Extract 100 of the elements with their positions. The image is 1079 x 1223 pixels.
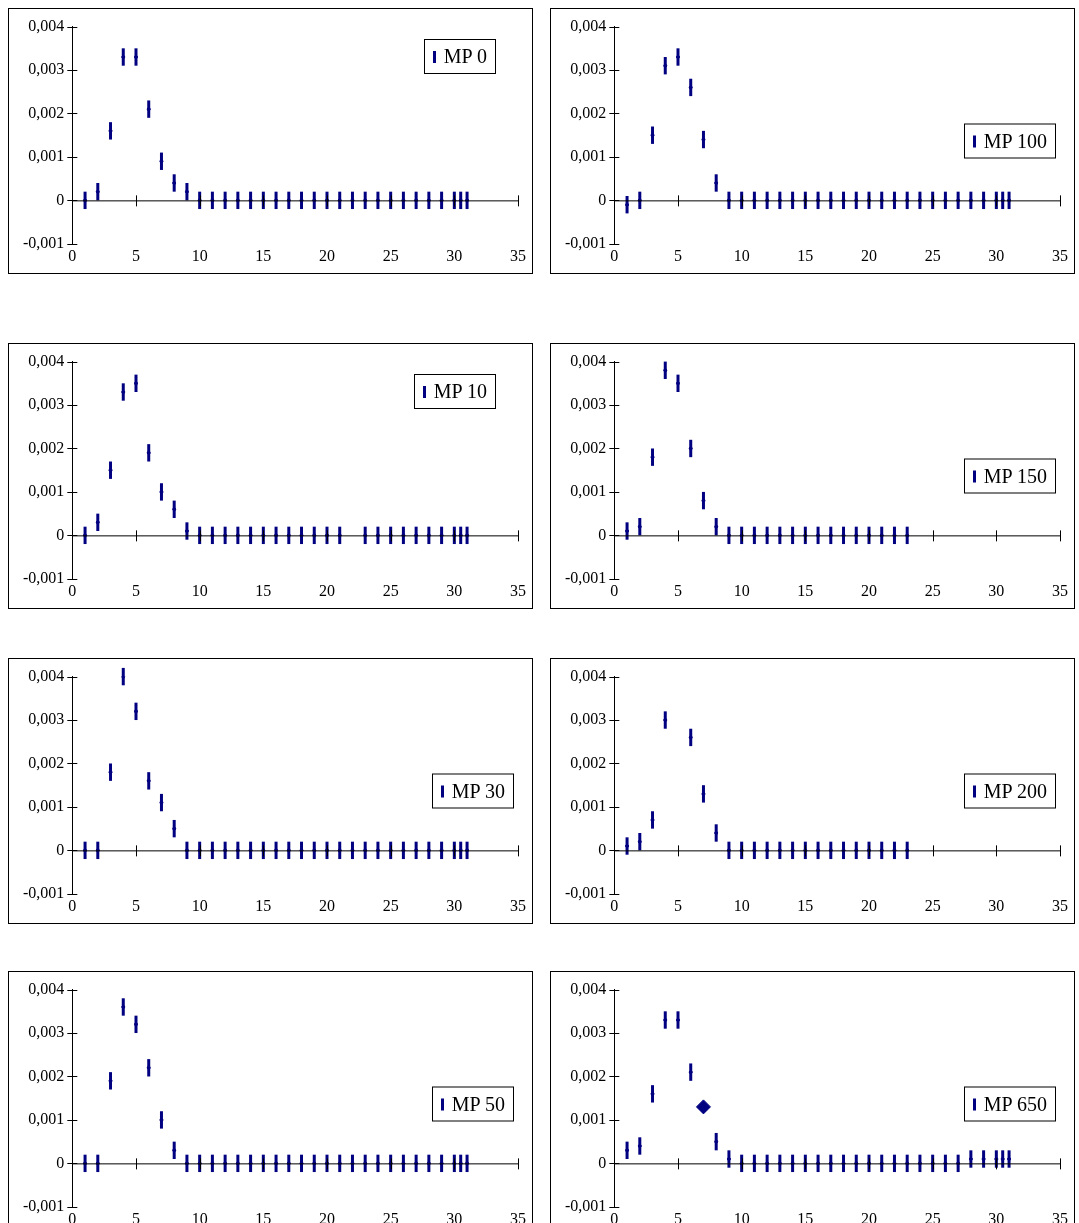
y-tick-label: 0,001 — [28, 797, 65, 815]
y-tick-label: 0,002 — [28, 753, 65, 771]
x-tick-label: 20 — [861, 1209, 877, 1223]
x-tick-label: 25 — [382, 1209, 399, 1223]
x-tick-label: 20 — [319, 581, 335, 599]
y-tick-label: 0,003 — [570, 710, 607, 728]
x-tick-label: 0 — [68, 1209, 77, 1223]
x-tick-label: 25 — [924, 896, 941, 914]
x-tick-label: 30 — [446, 1209, 463, 1223]
legend-label: MP 100 — [983, 129, 1047, 153]
x-tick-label: 5 — [132, 246, 140, 264]
y-tick-label: 0,001 — [570, 1110, 607, 1128]
y-tick-label: 0,004 — [28, 16, 65, 34]
y-tick-label: 0,004 — [570, 666, 607, 684]
x-tick-label: 5 — [132, 1209, 140, 1223]
x-tick-label: 25 — [382, 896, 399, 914]
y-tick-label: 0,003 — [570, 60, 607, 78]
legend-label: MP 650 — [983, 1092, 1047, 1116]
y-tick-label: 0,002 — [28, 438, 65, 456]
x-tick-label: 0 — [610, 581, 619, 599]
y-tick-label: 0 — [598, 840, 607, 858]
x-tick-label: 30 — [988, 246, 1005, 264]
x-tick-label: 25 — [924, 581, 941, 599]
x-tick-label: 10 — [733, 1209, 750, 1223]
y-tick-label: 0 — [56, 190, 65, 208]
y-tick-label: 0,003 — [570, 1023, 607, 1041]
x-tick-label: 25 — [924, 246, 941, 264]
x-tick-label: 15 — [255, 246, 272, 264]
x-tick-label: 5 — [674, 1209, 682, 1223]
x-tick-label: 5 — [674, 581, 682, 599]
x-tick-label: 0 — [68, 581, 77, 599]
x-tick-label: 15 — [255, 1209, 272, 1223]
x-tick-label: 0 — [610, 246, 619, 264]
x-tick-label: 30 — [988, 1209, 1005, 1223]
x-tick-label: 15 — [797, 581, 814, 599]
x-tick-label: 35 — [1052, 246, 1068, 264]
x-tick-label: 20 — [319, 246, 335, 264]
y-tick-label: 0,001 — [28, 147, 65, 165]
x-tick-label: 10 — [191, 581, 208, 599]
y-tick-label: 0,002 — [570, 103, 607, 121]
x-tick-label: 10 — [191, 1209, 208, 1223]
y-tick-label: 0,004 — [28, 666, 65, 684]
y-tick-label: 0,001 — [570, 797, 607, 815]
y-tick-label: 0,002 — [570, 1066, 607, 1084]
x-tick-label: 35 — [510, 581, 526, 599]
x-tick-label: 35 — [510, 896, 526, 914]
legend-label: MP 0 — [443, 45, 487, 68]
x-tick-label: 20 — [319, 1209, 335, 1223]
y-tick-label: 0,004 — [570, 979, 607, 997]
y-tick-label: -0,001 — [23, 1197, 65, 1214]
y-tick-label: 0,001 — [570, 147, 607, 165]
x-tick-label: 15 — [797, 246, 814, 264]
y-tick-label: -0,001 — [565, 569, 607, 586]
x-tick-label: 35 — [510, 1209, 526, 1223]
x-tick-label: 15 — [255, 896, 272, 914]
y-tick-label: -0,001 — [23, 884, 65, 901]
x-tick-label: 0 — [68, 896, 77, 914]
x-tick-label: 35 — [1052, 581, 1068, 599]
x-tick-label: 25 — [924, 1209, 941, 1223]
x-tick-label: 25 — [382, 581, 399, 599]
y-tick-label: 0 — [598, 190, 607, 208]
x-tick-label: 20 — [861, 896, 877, 914]
y-tick-label: 0,003 — [570, 395, 607, 413]
y-tick-label: 0,002 — [28, 103, 65, 121]
x-tick-label: 5 — [674, 246, 682, 264]
y-tick-label: 0 — [598, 525, 607, 543]
x-tick-label: 10 — [191, 896, 208, 914]
x-tick-label: 30 — [446, 246, 463, 264]
x-tick-label: 5 — [132, 896, 140, 914]
y-tick-label: 0 — [56, 525, 65, 543]
y-tick-label: 0,001 — [28, 482, 65, 500]
x-tick-label: 35 — [1052, 896, 1068, 914]
y-tick-label: 0 — [598, 1153, 607, 1171]
y-tick-label: 0 — [56, 1153, 65, 1171]
y-tick-label: 0,004 — [28, 351, 65, 369]
y-tick-label: 0,003 — [28, 710, 65, 728]
x-tick-label: 35 — [1052, 1209, 1068, 1223]
y-tick-label: -0,001 — [565, 234, 607, 251]
x-tick-label: 25 — [382, 246, 399, 264]
y-tick-label: 0,002 — [28, 1066, 65, 1084]
y-tick-label: 0 — [56, 840, 65, 858]
legend-label: MP 10 — [433, 380, 487, 403]
y-tick-label: 0,002 — [570, 753, 607, 771]
x-tick-label: 10 — [733, 581, 750, 599]
legend-label: MP 150 — [983, 464, 1047, 488]
x-tick-label: 20 — [861, 581, 877, 599]
y-tick-label: 0,003 — [28, 60, 65, 78]
y-tick-label: 0,001 — [28, 1110, 65, 1128]
x-tick-label: 0 — [610, 1209, 619, 1223]
x-tick-label: 10 — [191, 246, 208, 264]
y-tick-label: -0,001 — [565, 1197, 607, 1214]
x-tick-label: 30 — [988, 896, 1005, 914]
x-tick-label: 15 — [797, 1209, 814, 1223]
y-tick-label: 0,003 — [28, 395, 65, 413]
x-tick-label: 30 — [988, 581, 1005, 599]
x-tick-label: 30 — [446, 896, 463, 914]
x-tick-label: 5 — [674, 896, 682, 914]
x-tick-label: 5 — [132, 581, 140, 599]
y-tick-label: 0,003 — [28, 1023, 65, 1041]
y-tick-label: -0,001 — [23, 569, 65, 586]
